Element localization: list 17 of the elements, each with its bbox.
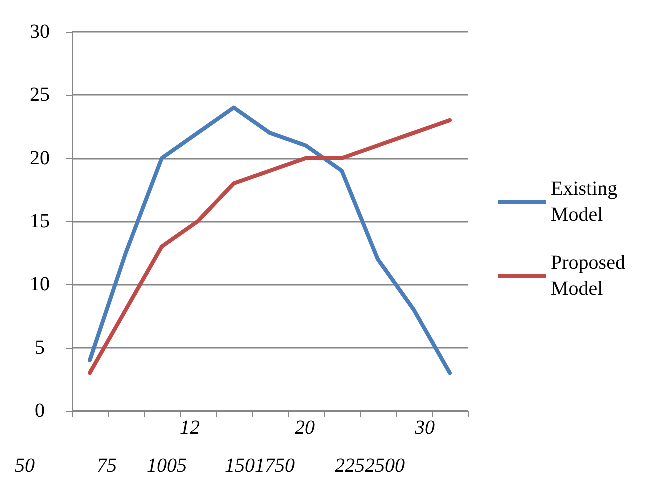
text: 12 [180,417,200,439]
y-tick-label: 0 [35,400,45,422]
y-tick-label: 5 [35,336,45,359]
text: 20 [295,417,315,439]
y-tick-label: 15 [30,210,50,232]
y-tick-label: 25 [30,84,50,106]
legend-label: Existing Model [551,178,623,226]
text: 30 [414,417,435,439]
text: 2252500 [335,455,405,477]
y-tick-label: 20 [30,147,50,170]
text: 1501750 [225,455,295,477]
text: 50 [15,455,35,477]
y-tick-label: 30 [30,21,50,43]
text: 75 [97,455,117,477]
legend-label: Proposed Model [551,252,630,300]
text: 1005 [147,455,187,477]
y-tick-label: 10 [30,274,50,296]
